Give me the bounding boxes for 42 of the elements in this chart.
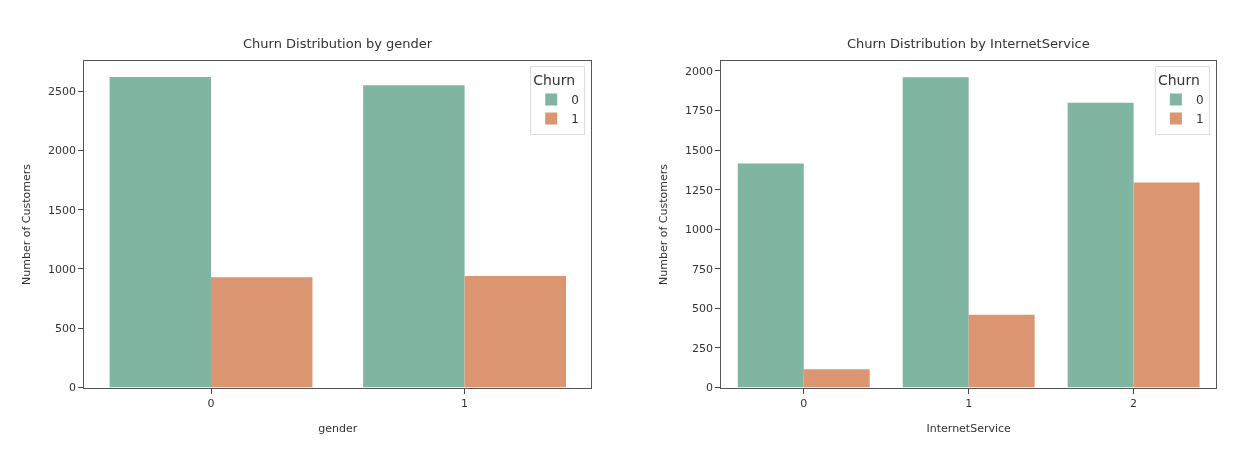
y-tick-label: 1500 [48,203,77,217]
legend-label: 1 [1195,112,1204,127]
y-axis-title: Number of Customers [19,163,33,285]
x-tick-label: 0 [800,396,808,410]
y-tick-label: 0 [69,381,77,395]
bar [464,276,567,388]
y-tick-label: 2000 [685,64,714,78]
y-tick-label: 1500 [685,143,714,157]
y-tick-label: 750 [692,262,714,276]
x-axis-title: gender [318,421,358,435]
bar [1133,182,1200,388]
y-tick-label: 1000 [48,262,77,276]
y-tick-label: 1250 [685,183,714,197]
y-tick-label: 500 [692,302,714,316]
chart-title: Churn Distribution by InternetService [847,36,1090,51]
legend-label: 1 [571,112,579,127]
y-tick-label: 250 [692,341,714,355]
bar [737,163,804,388]
y-tick-label: 2000 [48,144,77,158]
legend-title: Churn [533,71,576,88]
x-axis-title: InternetService [926,421,1012,435]
bar [803,369,870,388]
bar [363,85,465,388]
y-tick-label: 1000 [685,223,714,237]
legend-title: Churn [1157,71,1200,88]
legend-label: 0 [571,93,579,108]
x-tick-label: 0 [207,396,215,410]
bar [211,277,313,388]
chart-title: Churn Distribution by gender [243,36,433,51]
y-tick-label: 1750 [685,104,714,118]
bar [902,77,969,388]
y-axis-title: Number of Customers [656,163,670,285]
y-tick-label: 2500 [48,84,77,98]
bar [968,314,1035,388]
bar [1067,102,1134,388]
y-tick-label: 0 [706,381,714,395]
x-tick-label: 1 [461,396,469,410]
legend-label: 0 [1195,93,1204,108]
x-tick-label: 1 [965,396,973,410]
y-tick-label: 500 [55,322,77,336]
x-tick-label: 2 [1130,396,1138,410]
bar [109,76,212,388]
